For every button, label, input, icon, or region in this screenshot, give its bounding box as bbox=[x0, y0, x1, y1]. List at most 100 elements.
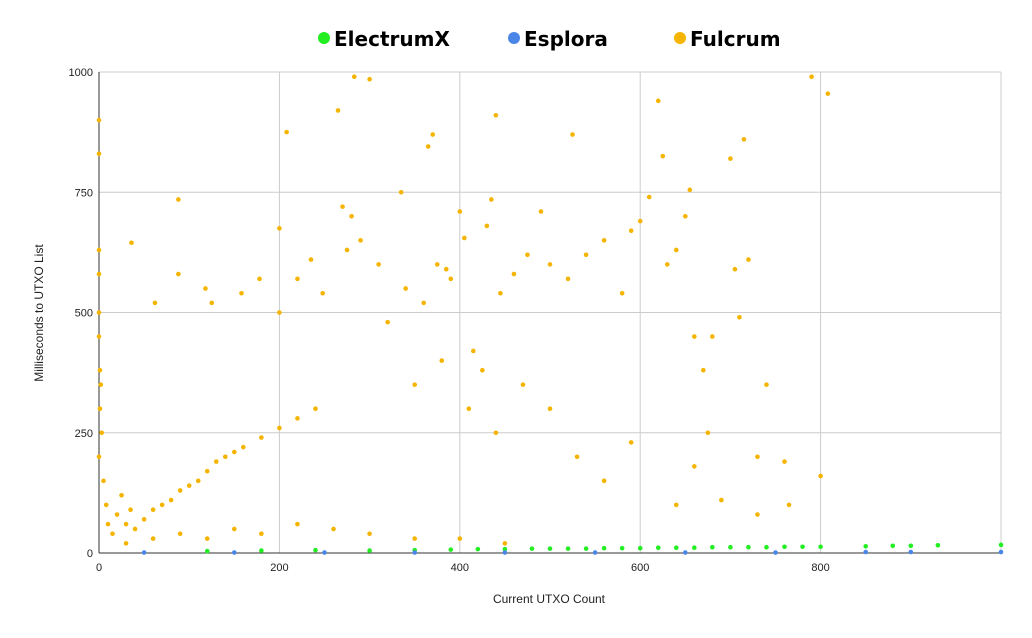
data-point-fulcrum bbox=[110, 531, 115, 537]
data-point-electrumx bbox=[935, 543, 941, 548]
data-point-fulcrum bbox=[376, 262, 381, 267]
data-point-fulcrum bbox=[97, 406, 103, 412]
data-point-electrumx bbox=[259, 548, 264, 553]
data-point-fulcrum bbox=[660, 153, 666, 159]
legend-label-esplora: Esplora bbox=[524, 27, 608, 51]
data-point-fulcrum bbox=[601, 238, 607, 243]
data-point-fulcrum bbox=[683, 214, 688, 219]
data-point-fulcrum bbox=[480, 367, 485, 373]
data-point-esplora bbox=[773, 550, 778, 555]
data-point-electrumx bbox=[204, 548, 210, 554]
data-point-fulcrum bbox=[737, 315, 742, 320]
data-point-fulcrum bbox=[96, 117, 102, 123]
data-point-fulcrum bbox=[818, 473, 823, 479]
grid bbox=[98, 71, 1002, 554]
data-point-electrumx bbox=[863, 543, 868, 549]
data-point-electrumx bbox=[764, 544, 769, 550]
data-point-fulcrum bbox=[114, 512, 120, 517]
data-point-fulcrum bbox=[123, 541, 129, 546]
data-point-fulcrum bbox=[525, 252, 530, 258]
data-point-fulcrum bbox=[150, 507, 156, 513]
x-tick-label: 0 bbox=[96, 562, 102, 574]
data-point-fulcrum bbox=[101, 478, 106, 484]
data-point-fulcrum bbox=[119, 492, 124, 498]
data-point-fulcrum bbox=[344, 247, 350, 253]
data-point-fulcrum bbox=[664, 262, 670, 267]
data-point-electrumx bbox=[890, 543, 896, 549]
data-point-fulcrum bbox=[719, 497, 724, 503]
data-point-fulcrum bbox=[239, 290, 244, 296]
data-point-fulcrum bbox=[701, 367, 706, 373]
data-point-fulcrum bbox=[412, 536, 418, 541]
data-point-fulcrum bbox=[493, 430, 499, 436]
data-point-fulcrum bbox=[493, 112, 499, 118]
data-point-fulcrum bbox=[628, 228, 634, 234]
data-point-fulcrum bbox=[786, 502, 792, 508]
data-point-esplora bbox=[683, 550, 688, 555]
data-point-electrumx bbox=[502, 546, 508, 552]
data-point-fulcrum bbox=[439, 358, 445, 363]
data-point-fulcrum bbox=[462, 235, 467, 241]
data-point-fulcrum bbox=[313, 406, 318, 412]
data-point-fulcrum bbox=[755, 454, 760, 460]
data-point-esplora bbox=[502, 550, 508, 555]
data-point-fulcrum bbox=[176, 197, 181, 202]
data-point-electrumx bbox=[710, 544, 715, 550]
data-point-electrumx bbox=[475, 546, 481, 552]
data-point-fulcrum bbox=[692, 334, 697, 339]
data-point-fulcrum bbox=[692, 464, 697, 469]
data-point-fulcrum bbox=[257, 276, 262, 282]
data-point-fulcrum bbox=[351, 74, 357, 80]
data-point-fulcrum bbox=[547, 262, 553, 267]
y-tick-label: 750 bbox=[75, 187, 93, 199]
data-point-fulcrum bbox=[358, 238, 363, 243]
data-point-fulcrum bbox=[204, 468, 210, 474]
y-tick-label: 500 bbox=[75, 308, 93, 320]
data-point-fulcrum bbox=[99, 430, 105, 436]
data-point-fulcrum bbox=[96, 454, 102, 460]
data-point-electrumx bbox=[529, 546, 535, 551]
data-point-esplora bbox=[141, 550, 147, 555]
data-point-fulcrum bbox=[277, 226, 282, 231]
y-tick-label: 0 bbox=[87, 548, 93, 560]
data-point-fulcrum bbox=[97, 367, 103, 373]
data-point-electrumx bbox=[673, 545, 679, 551]
data-point-fulcrum bbox=[159, 502, 165, 508]
data-point-esplora bbox=[232, 550, 237, 555]
data-point-fulcrum bbox=[222, 454, 228, 460]
data-point-electrumx bbox=[998, 542, 1004, 548]
data-point-fulcrum bbox=[152, 300, 158, 306]
data-point-fulcrum bbox=[538, 209, 544, 214]
data-point-fulcrum bbox=[241, 444, 246, 450]
data-point-fulcrum bbox=[177, 531, 183, 537]
legend-label-electrumx: ElectrumX bbox=[334, 27, 450, 51]
x-tick-label: 600 bbox=[631, 562, 649, 574]
data-point-fulcrum bbox=[367, 76, 372, 82]
data-point-esplora bbox=[998, 549, 1004, 555]
data-point-fulcrum bbox=[105, 521, 111, 527]
data-point-electrumx bbox=[367, 548, 372, 553]
data-point-fulcrum bbox=[412, 382, 418, 387]
data-point-fulcrum bbox=[96, 247, 102, 253]
data-point-fulcrum bbox=[570, 132, 575, 137]
data-point-esplora bbox=[863, 549, 868, 555]
data-point-electrumx bbox=[565, 546, 571, 551]
data-point-fulcrum bbox=[403, 286, 408, 291]
data-point-fulcrum bbox=[103, 502, 109, 508]
data-point-fulcrum bbox=[434, 262, 440, 267]
data-points bbox=[96, 74, 1004, 555]
data-point-fulcrum bbox=[150, 536, 156, 541]
data-point-fulcrum bbox=[232, 449, 237, 455]
data-point-fulcrum bbox=[123, 521, 129, 527]
data-point-electrumx bbox=[800, 544, 805, 550]
data-point-fulcrum bbox=[186, 483, 192, 488]
data-point-fulcrum bbox=[284, 129, 289, 135]
data-point-fulcrum bbox=[710, 334, 715, 339]
data-point-fulcrum bbox=[295, 521, 300, 527]
data-point-esplora bbox=[322, 550, 327, 555]
data-point-fulcrum bbox=[96, 310, 102, 315]
data-point-fulcrum bbox=[732, 266, 738, 272]
data-point-fulcrum bbox=[96, 151, 102, 157]
data-point-fulcrum bbox=[574, 454, 580, 460]
data-point-fulcrum bbox=[502, 541, 508, 546]
